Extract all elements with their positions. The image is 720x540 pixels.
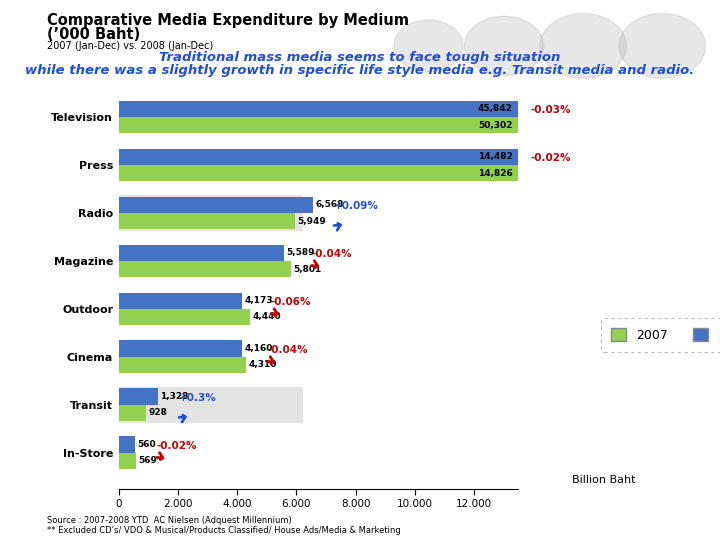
Text: 5,801: 5,801 — [293, 265, 321, 274]
Bar — [119, 388, 158, 405]
Bar — [119, 261, 290, 277]
Bar — [119, 405, 146, 421]
Text: 5,589: 5,589 — [287, 248, 315, 257]
Text: 4,310: 4,310 — [248, 361, 277, 369]
Text: Traditional mass media seems to face tough situation: Traditional mass media seems to face tou… — [159, 51, 561, 64]
Text: ** Excluded CD’s/ VDO & Musical/Products Classified/ House Ads/Media & Marketing: ** Excluded CD’s/ VDO & Musical/Products… — [47, 525, 400, 535]
Text: 50,302: 50,302 — [478, 120, 513, 130]
Text: 5,949: 5,949 — [297, 217, 326, 226]
Text: 4,173: 4,173 — [245, 296, 274, 305]
Text: Source : 2007-2008 YTD  AC Nielsen (Adquest Millennium): Source : 2007-2008 YTD AC Nielsen (Adque… — [47, 516, 292, 525]
Bar — [119, 453, 135, 469]
Text: 928: 928 — [148, 408, 168, 417]
Bar — [119, 387, 302, 423]
Bar — [119, 197, 313, 213]
Text: 560: 560 — [138, 440, 156, 449]
Text: 45,842: 45,842 — [477, 104, 513, 113]
Text: +0.3%: +0.3% — [179, 393, 217, 402]
Bar — [119, 148, 547, 165]
Text: Comparative Media Expenditure by Medium: Comparative Media Expenditure by Medium — [47, 14, 409, 29]
Text: 14,482: 14,482 — [477, 152, 513, 161]
Text: while there was a slightly growth in specific life style media e.g. Transit medi: while there was a slightly growth in spe… — [25, 64, 695, 77]
Text: 6,568: 6,568 — [315, 200, 344, 209]
Text: 569: 569 — [138, 456, 157, 465]
Text: 1,328: 1,328 — [161, 392, 189, 401]
Text: 14,826: 14,826 — [478, 168, 513, 178]
Bar — [119, 341, 242, 357]
Text: Billion Baht: Billion Baht — [572, 475, 635, 485]
Bar — [119, 195, 302, 231]
Text: (’000 Baht): (’000 Baht) — [47, 27, 140, 42]
Text: 4,440: 4,440 — [253, 313, 282, 321]
Bar — [119, 100, 720, 117]
Text: +0.09%: +0.09% — [334, 201, 379, 211]
Text: -0.03%: -0.03% — [530, 105, 571, 115]
Bar — [119, 293, 243, 309]
Bar — [119, 436, 135, 453]
Bar — [119, 117, 720, 133]
Text: -0.02%: -0.02% — [530, 153, 571, 163]
Text: -0.04%: -0.04% — [267, 345, 307, 355]
Bar — [119, 165, 558, 181]
Bar — [119, 245, 284, 261]
Bar — [119, 357, 246, 373]
Text: -0.02%: -0.02% — [156, 441, 197, 450]
Bar — [119, 309, 251, 325]
Bar — [119, 213, 295, 229]
Text: -0.06%: -0.06% — [271, 296, 312, 307]
Legend: 2007, 2008: 2007, 2008 — [601, 319, 720, 352]
Text: 2007 (Jan-Dec) vs. 2008 (Jan-Dec): 2007 (Jan-Dec) vs. 2008 (Jan-Dec) — [47, 41, 213, 51]
Text: -0.04%: -0.04% — [311, 249, 352, 259]
Text: 4,160: 4,160 — [244, 344, 273, 353]
